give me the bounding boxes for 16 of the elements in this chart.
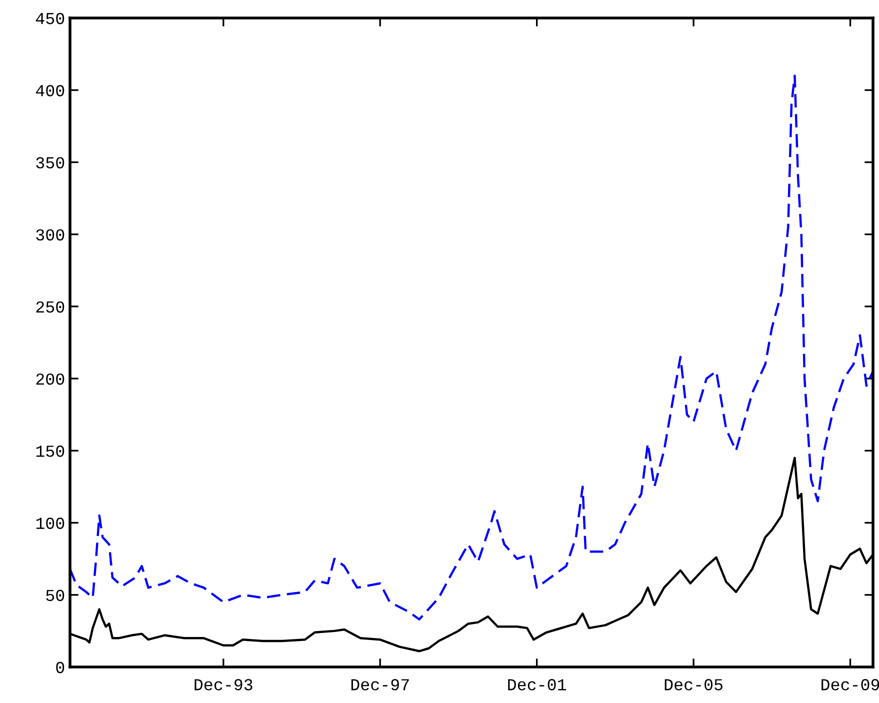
x-tick-label: Dec-09	[822, 679, 879, 690]
y-tick-label: 250	[36, 301, 64, 313]
x-tick-label: Dec-01	[508, 679, 566, 690]
y-tick-label: 400	[36, 85, 64, 96]
y-tick-label: 200	[36, 373, 64, 385]
y-tick-label: 150	[36, 446, 64, 457]
x-tick-label: Dec-05	[664, 679, 722, 690]
y-tick-label: 450	[36, 12, 64, 24]
y-tick-label: 350	[36, 157, 64, 168]
line-series	[70, 74, 873, 621]
y-tick-label: 100	[36, 518, 64, 529]
y-tick-label: 300	[36, 229, 64, 241]
x-tick-label: Dec-93	[194, 679, 252, 690]
y-tick-label: 0	[56, 662, 64, 674]
x-tick-label: Dec-97	[351, 679, 409, 690]
y-tick-label: 50	[46, 590, 64, 602]
